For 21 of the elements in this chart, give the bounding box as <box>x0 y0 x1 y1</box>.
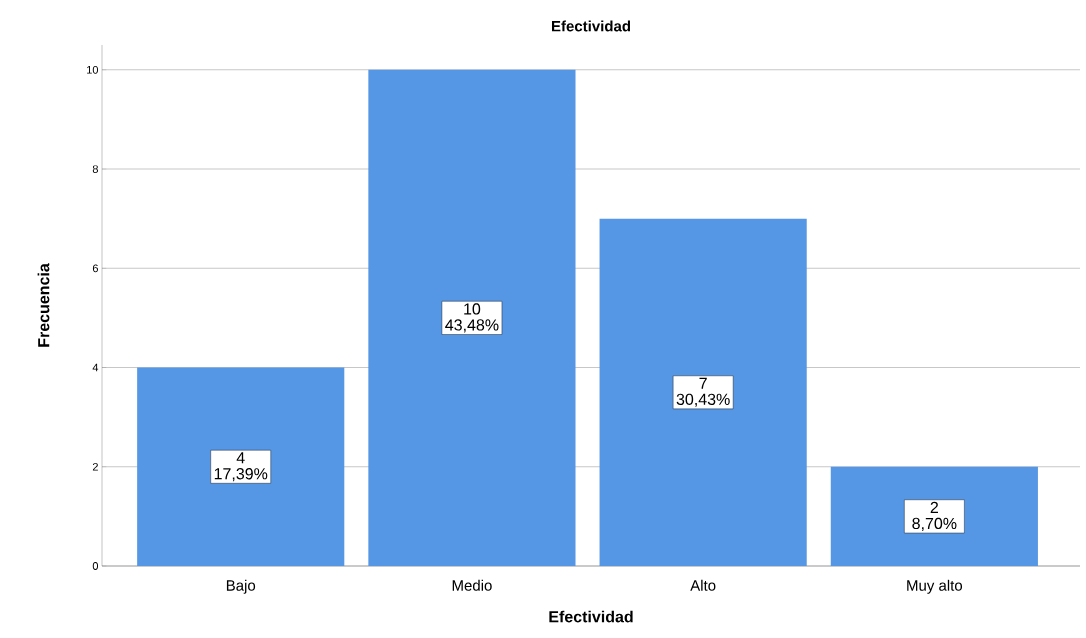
data-label: 4 17,39% <box>214 452 268 482</box>
y-tick-label: 4 <box>92 363 99 372</box>
x-tick-label: Bajo <box>226 579 256 594</box>
x-tick-label: Medio <box>452 579 492 591</box>
x-axis-title: Efectividad <box>549 610 633 623</box>
y-tick-label: 8 <box>92 165 98 173</box>
chart-title: Efectividad <box>552 20 631 32</box>
bar <box>599 218 807 566</box>
x-tick-label: Muy alto <box>907 579 963 594</box>
y-axis-title: Frecuencia <box>37 263 50 347</box>
y-tick-label: 6 <box>92 264 98 273</box>
y-tick-label: 10 <box>87 65 99 74</box>
bar <box>137 367 345 566</box>
data-label: 7 30,43% <box>676 377 730 407</box>
bar <box>830 466 1038 566</box>
x-tick-label: Alto <box>690 579 716 591</box>
y-tick-label: 2 <box>92 462 98 471</box>
data-label: 2 8,70% <box>912 501 957 531</box>
data-label: 10 43,48% <box>445 303 499 333</box>
y-tick-label: 0 <box>92 562 99 570</box>
bar <box>368 69 576 566</box>
